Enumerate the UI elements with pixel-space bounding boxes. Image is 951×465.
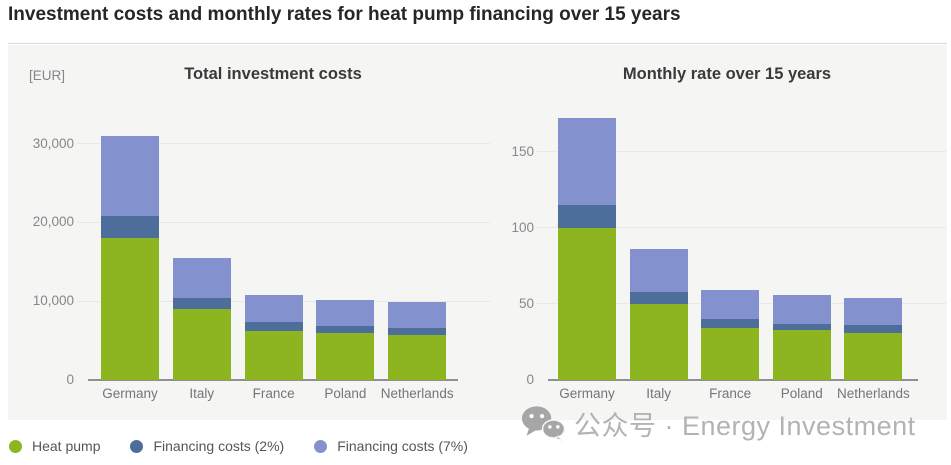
bar-segment [701, 319, 760, 329]
legend-item-heat-pump: Heat pump [9, 438, 100, 454]
bar-segment [244, 331, 303, 380]
bar-segment [629, 303, 688, 380]
x-tick-label: France [709, 386, 752, 401]
x-tick-label: Germany [559, 386, 615, 401]
bar-segment [172, 257, 231, 299]
x-tick-label: France [252, 386, 295, 401]
chart-title-total-investment: Total investment costs [184, 65, 362, 83]
x-tick-label: Germany [102, 386, 158, 401]
bar-segment [101, 135, 159, 216]
chart-title-monthly-rate: Monthly rate over 15 years [622, 65, 832, 83]
bar-segment [316, 332, 375, 380]
wechat-icon [521, 406, 565, 442]
legend: Heat pump Financing costs (2%) Financing… [9, 438, 468, 454]
y-tick-label: 50 [518, 295, 534, 311]
y-tick-label: 30,000 [32, 135, 74, 151]
bar-segment [388, 335, 447, 380]
legend-label: Financing costs (7%) [337, 438, 468, 454]
bar-segment [772, 329, 831, 380]
x-tick-label: Netherlands [380, 386, 454, 401]
plot-area-monthly-rate: 0 50 100 150 Germany Italy France Poland Netherl… [511, 112, 946, 401]
bar-segment [558, 118, 616, 205]
y-tick-label: 100 [511, 219, 534, 235]
bar-segment [558, 227, 616, 380]
watermark: 公众号 · Energy Investment [521, 402, 916, 444]
gridline [77, 221, 490, 223]
bar-segment [388, 301, 447, 328]
bar-segment [844, 297, 903, 326]
bar-segment [172, 298, 231, 310]
x-tick-label: Italy [646, 386, 671, 401]
bar-segment [772, 323, 831, 330]
x-axis-line [548, 379, 918, 381]
legend-label: Financing costs (2%) [153, 438, 285, 454]
y-tick-label: 150 [511, 143, 534, 159]
x-tick-label: Poland [780, 386, 823, 401]
financing-2pct-swatch-icon [130, 439, 144, 453]
y-tick-label: 20,000 [32, 214, 74, 230]
heat-pump-swatch-icon [9, 439, 22, 453]
bar-segment [701, 290, 760, 320]
y-tick-label: 0 [66, 372, 74, 387]
bar-segment [844, 325, 903, 333]
y-tick-label: 10,000 [32, 293, 74, 309]
bar-segment [172, 309, 231, 380]
legend-item-financing-7pct: Financing costs (7%) [314, 438, 468, 454]
bar-segment [101, 215, 159, 239]
bar-segment [316, 299, 375, 326]
bar-segment [244, 322, 303, 332]
financing-7pct-swatch-icon [314, 439, 328, 453]
chart-panel: [EUR] Total investment costs Monthly rat… [8, 45, 947, 420]
bar-segment [558, 204, 616, 228]
bar-segment [772, 294, 831, 324]
x-axis-line [88, 379, 458, 381]
legend-label: Heat pump [32, 438, 101, 454]
bar-segment [629, 291, 688, 304]
y-axis-unit-label: [EUR] [29, 68, 66, 83]
y-tick-label: 0 [526, 372, 534, 387]
watermark-text: 公众号 · Energy Investment [574, 410, 916, 441]
title-divider [8, 43, 947, 44]
gridline [537, 151, 946, 153]
bar-segment [316, 325, 375, 333]
bar-segment [101, 238, 159, 380]
gridline [537, 227, 946, 229]
bar-segment [629, 249, 688, 292]
gridline [77, 143, 490, 145]
plot-area-total-investment: 0 10,000 20,000 30,000 Germany Italy France Pol… [33, 112, 490, 401]
bar-segment [388, 327, 447, 336]
page-title: Investment costs and monthly rates for h… [8, 4, 681, 25]
bar-segment [844, 332, 903, 380]
bar-segment [244, 294, 303, 323]
x-tick-label: Netherlands [836, 386, 910, 401]
bar-segment [701, 328, 760, 380]
legend-item-financing-2pct: Financing costs (2%) [130, 438, 284, 454]
x-tick-label: Poland [324, 386, 367, 401]
x-tick-label: Italy [189, 386, 215, 401]
